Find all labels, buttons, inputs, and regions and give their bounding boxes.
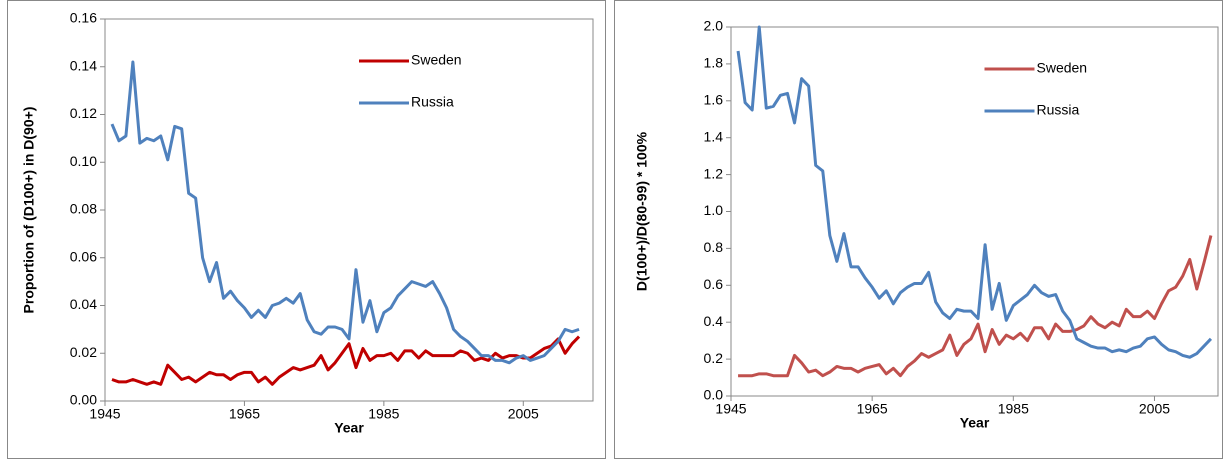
y-axis-label: D(100+)/D(80-99) * 100% [634,131,650,291]
x-tick-label: 1985 [998,401,1029,417]
legend-label: Russia [1037,102,1080,118]
y-tick-label: 0.16 [70,10,97,26]
y-tick-label: 0.8 [704,239,724,255]
panel-frame [614,0,1223,459]
data-line [110,60,580,365]
y-tick-label: 2.0 [704,18,724,34]
y-tick-label: 0.04 [70,296,97,312]
x-tick-label: 1985 [368,406,399,422]
legend-label: Russia [411,94,454,110]
y-tick-label: 1.2 [704,165,724,181]
y-tick-label: 0.08 [70,201,97,217]
x-tick-label: 1945 [715,401,746,417]
panel-frame [7,0,606,459]
y-tick-label: 1.8 [704,55,724,71]
x-tick-label: 2005 [1139,401,1170,417]
x-tick-label: 2005 [508,406,539,422]
y-tick-label: 0.14 [70,57,97,73]
legend-label: Sweden [411,52,462,68]
y-tick-label: 1.0 [704,202,724,218]
legend-label: Sweden [1037,60,1088,76]
x-tick-label: 1945 [89,406,120,422]
x-tick-label: 1965 [229,406,260,422]
data-line [736,25,1213,359]
y-tick-label: 1.6 [704,92,724,108]
y-tick-label: 0.2 [704,350,724,366]
x-tick-label: 1965 [857,401,888,417]
x-axis-label: Year [334,420,364,436]
data-line [111,335,581,386]
y-tick-label: 1.4 [704,128,724,144]
y-tick-label: 0.12 [70,105,97,121]
y-tick-label: 0.02 [70,344,97,360]
y-tick-label: 0.0 [704,387,724,403]
y-tick-label: 0.6 [704,276,724,292]
y-tick-label: 0.10 [70,153,97,169]
y-axis-label: Proportion of (D100+) in D(90+) [21,107,37,314]
data-line [738,235,1213,378]
y-tick-label: 0.06 [70,248,97,264]
y-tick-label: 0.4 [704,313,724,329]
y-tick-label: 0.00 [70,392,97,408]
x-axis-label: Year [960,415,990,431]
